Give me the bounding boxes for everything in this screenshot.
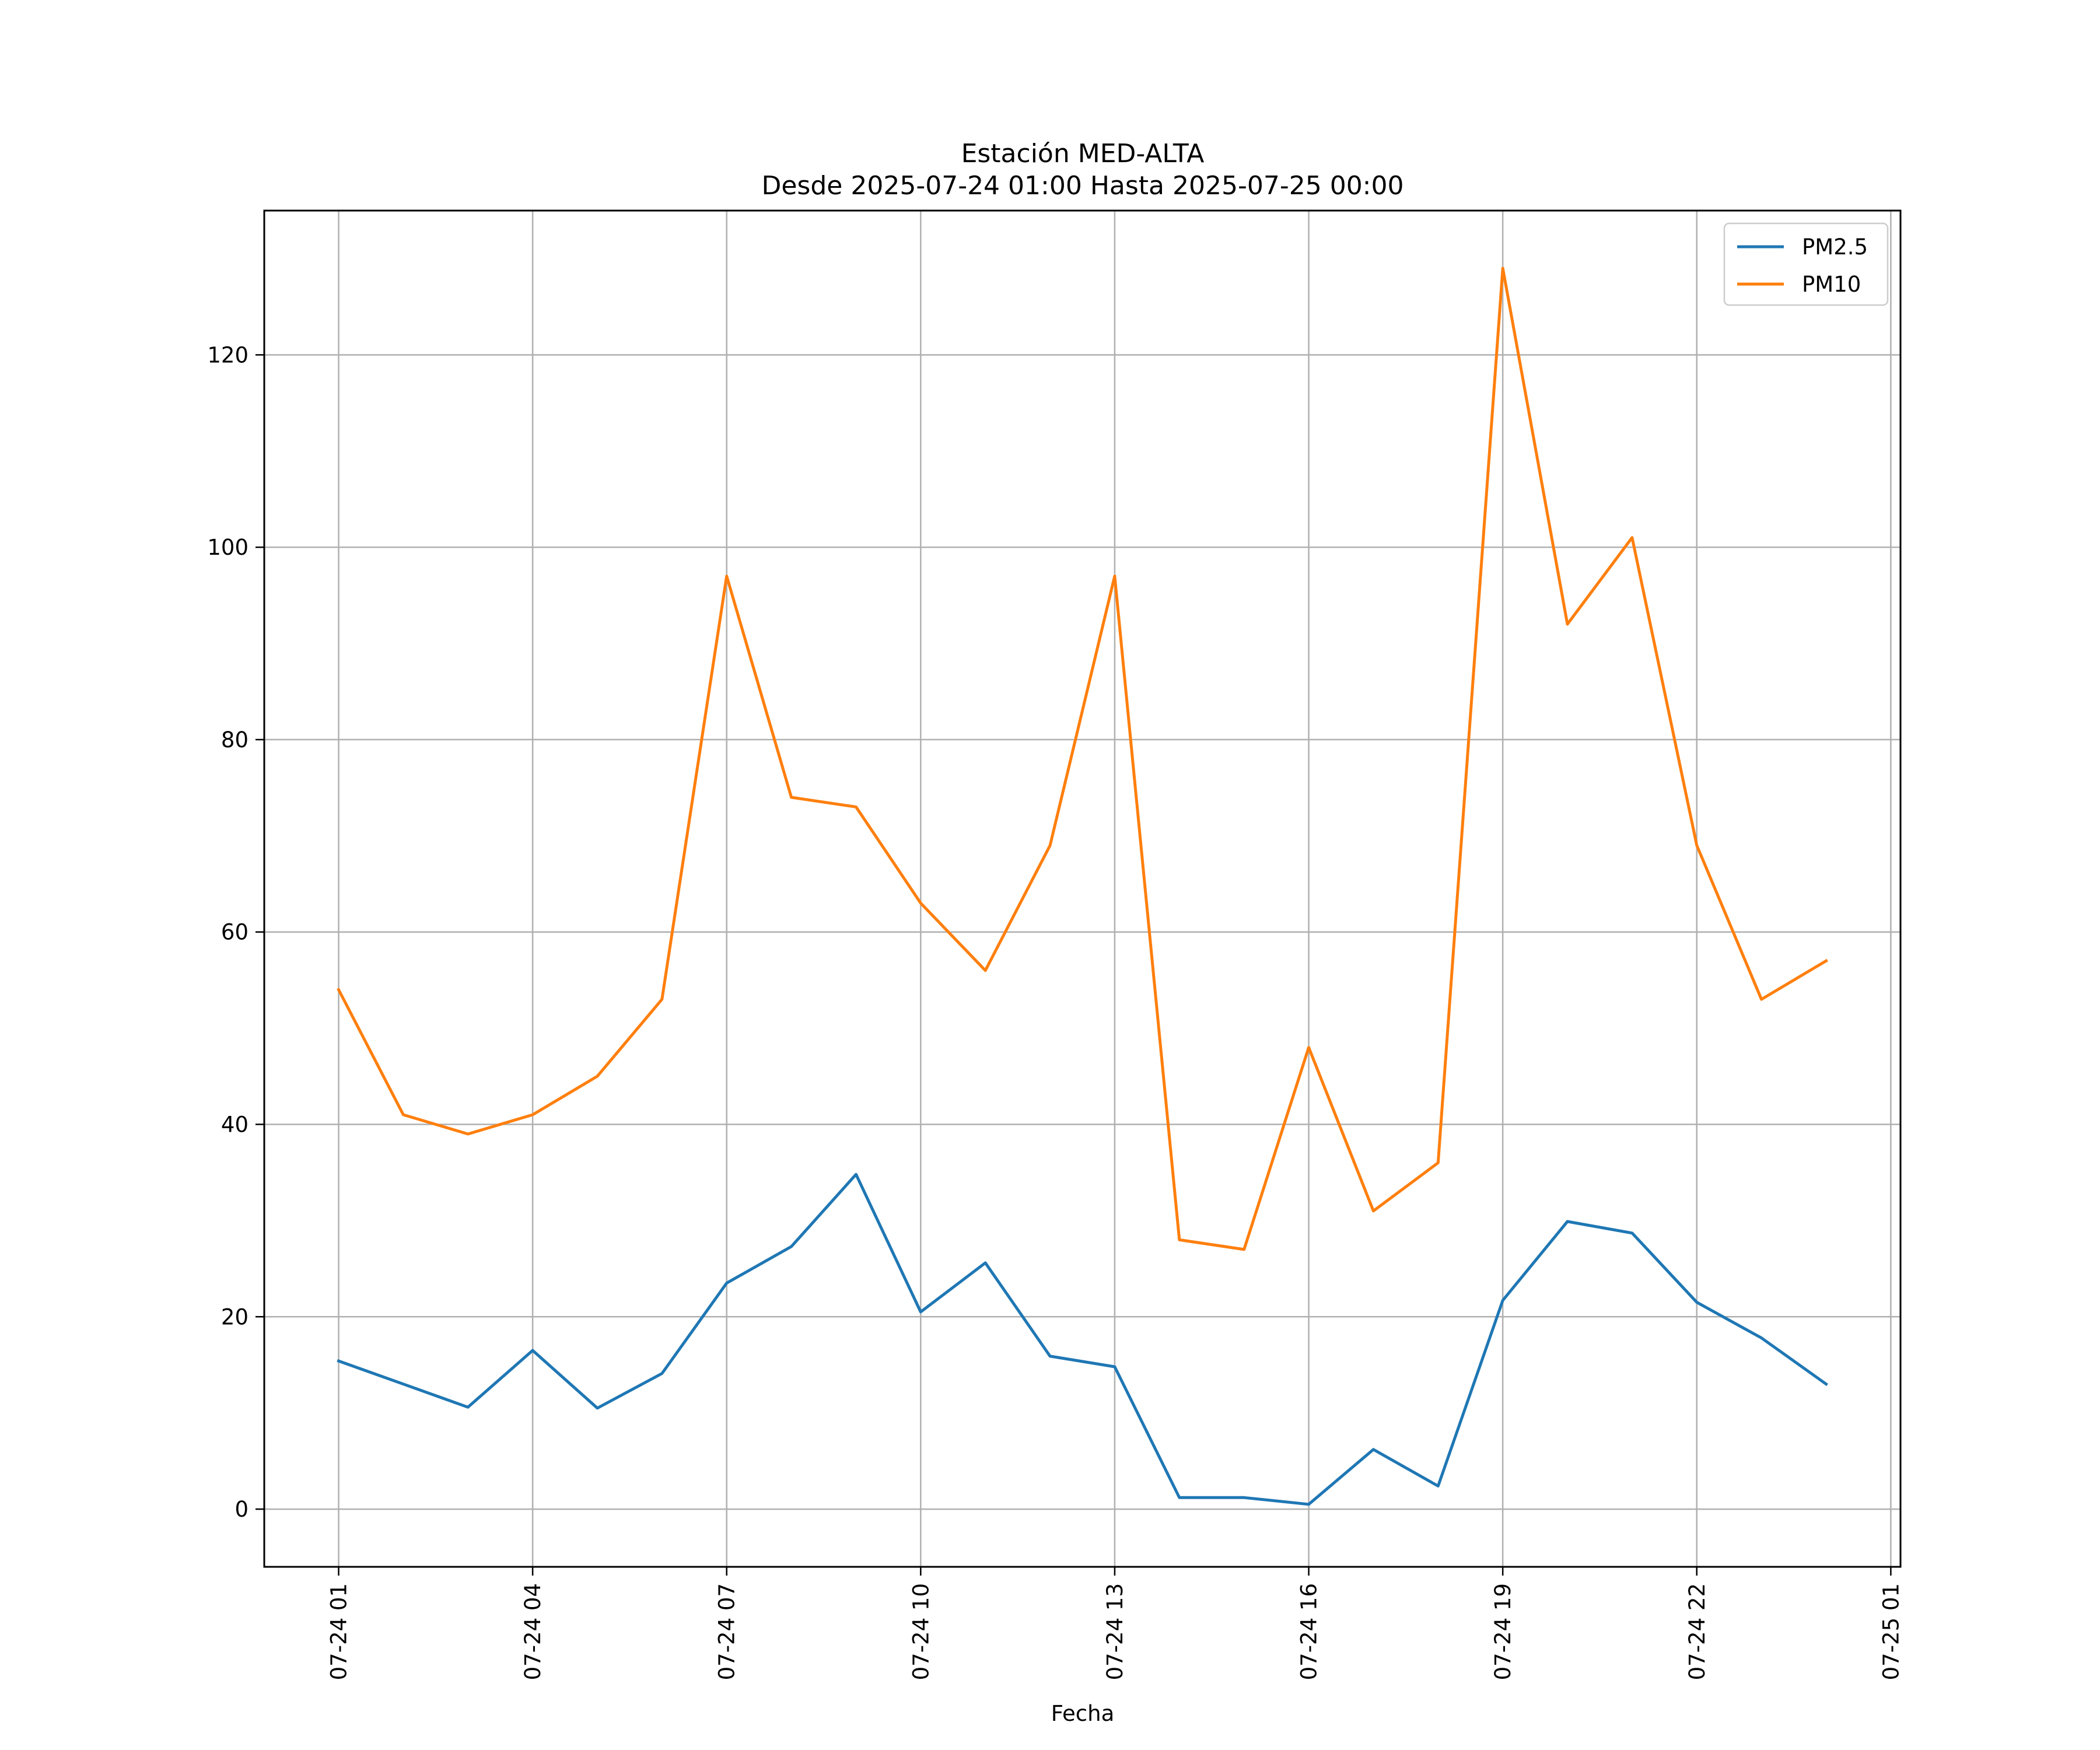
series-line-pm25 (337, 1172, 1828, 1506)
x-tick-label: 07-25 01 (1878, 1583, 1903, 1680)
plot-frame (263, 209, 1902, 1568)
y-tick-label: 100 (207, 535, 249, 560)
legend-label: PM10 (1802, 272, 1861, 297)
x-tick-label: 07-24 19 (1490, 1583, 1516, 1680)
y-tick-label: 40 (221, 1112, 249, 1137)
y-axis: 0 20 40 60 80 100 120 (207, 342, 264, 1522)
x-axis: 07-24 01 07-24 04 07-24 07 07-24 10 07-24 13… (327, 1567, 1903, 1680)
y-tick-label: 60 (221, 920, 249, 945)
x-tick-label: 07-24 16 (1297, 1583, 1322, 1680)
y-tick-label: 20 (221, 1304, 249, 1329)
x-tick-label: 07-24 04 (520, 1583, 545, 1680)
y-tick-label: 80 (221, 727, 249, 752)
x-tick-label: 07-24 10 (908, 1583, 933, 1680)
grid (264, 211, 1901, 1567)
x-tick-label: 07-24 07 (715, 1583, 740, 1680)
y-tick-label: 120 (207, 342, 249, 368)
chart-title: Estación MED-ALTA (961, 139, 1205, 169)
series-line-pm10 (337, 267, 1828, 1251)
y-tick-label: 0 (235, 1497, 249, 1522)
chart-subtitle: Desde 2025-07-24 01:00 Hasta 2025-07-25 … (761, 171, 1404, 201)
x-tick-label: 07-24 22 (1685, 1583, 1710, 1680)
legend: PM2.5 PM10 (1723, 222, 1889, 306)
x-axis-label: Fecha (1051, 1701, 1115, 1726)
x-tick-label: 07-24 01 (327, 1583, 352, 1680)
x-tick-label: 07-24 13 (1102, 1583, 1128, 1680)
legend-label: PM2.5 (1802, 235, 1868, 260)
series-lines (337, 267, 1828, 1506)
